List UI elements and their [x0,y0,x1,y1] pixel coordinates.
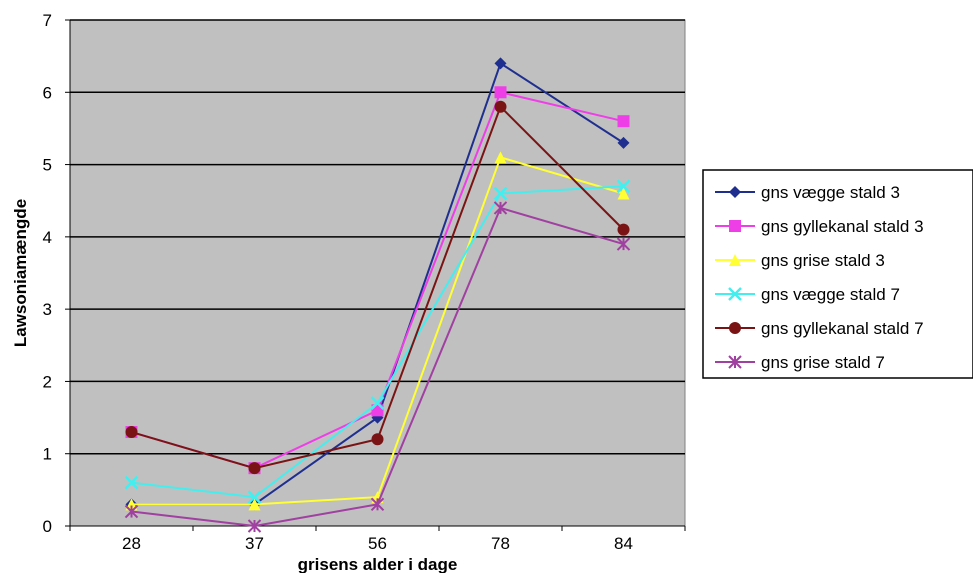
legend-marker [728,287,742,301]
legend-label: gns gyllekanal stald 3 [761,217,924,236]
data-point [370,497,385,512]
legend-label: gns vægge stald 3 [761,183,900,202]
y-tick-label: 3 [43,300,52,319]
y-tick-label: 5 [43,156,52,175]
data-point [493,201,508,215]
data-point [493,186,508,201]
data-point [370,396,385,410]
data-point [371,433,384,446]
series-4 [124,179,631,504]
x-axis-ticks: 28 37 56 78 84 [69,526,686,553]
data-point [247,490,262,504]
data-point [617,115,630,128]
legend-item: gns grise stald 7 [715,353,885,372]
y-tick-label: 4 [43,228,52,247]
y-tick-label: 2 [43,372,52,391]
gridlines [70,19,685,455]
marker-stroke [616,179,631,194]
data-point [124,475,139,490]
legend-box [702,169,973,379]
data-point [617,223,630,236]
series-lines [124,57,631,533]
y-tick-label: 6 [43,83,52,102]
legend: gns vægge stald 3 gns gyllekanal stald 3 g… [702,169,973,379]
marker-stroke [493,186,508,201]
legend-label: gns grise stald 7 [761,353,885,372]
legend-marker [729,322,741,334]
legend-label: gns vægge stald 7 [761,285,900,304]
marker-stroke [370,396,385,410]
legend-item: gns vægge stald 3 [715,183,900,202]
x-tick-label: 56 [368,534,387,553]
marker-stroke [124,475,139,490]
legend-item: gns grise stald 3 [715,251,885,270]
data-point [124,504,139,519]
data-point [247,519,262,533]
plot-area [69,19,686,527]
x-tick-label: 28 [122,534,141,553]
data-point [248,462,261,475]
legend-item: gns vægge stald 7 [715,285,900,304]
data-point [494,86,507,99]
legend-item: gns gyllekanal stald 3 [715,217,924,236]
legend-marker [729,220,741,232]
data-point [616,179,631,194]
legend-marker [729,186,741,198]
data-point [494,151,507,164]
data-point [617,136,630,149]
legend-item: gns gyllekanal stald 7 [715,319,924,338]
y-axis-title: Lawsoniamængde [11,199,30,347]
legend-label: gns grise stald 3 [761,251,885,270]
y-axis-ticks: 0 1 2 3 4 5 6 7 [43,11,685,536]
legend-label: gns gyllekanal stald 7 [761,319,924,338]
data-point [616,237,631,251]
data-point [617,187,630,200]
x-axis-title: grisens alder i dage [298,555,458,573]
data-point [248,498,261,511]
x-tick-label: 78 [491,534,510,553]
x-tick-label: 37 [245,534,264,553]
marker-stroke [247,490,262,504]
marker-stroke [728,287,742,301]
data-point [125,426,138,439]
series-5 [125,100,630,475]
y-tick-label: 1 [43,445,52,464]
legend-marker [729,254,741,266]
x-tick-label: 84 [614,534,633,553]
data-point [494,100,507,113]
y-tick-label: 0 [43,517,52,536]
series-6 [124,201,631,533]
legend-marker [728,355,742,369]
y-tick-label: 7 [43,11,52,30]
data-point [494,57,507,70]
